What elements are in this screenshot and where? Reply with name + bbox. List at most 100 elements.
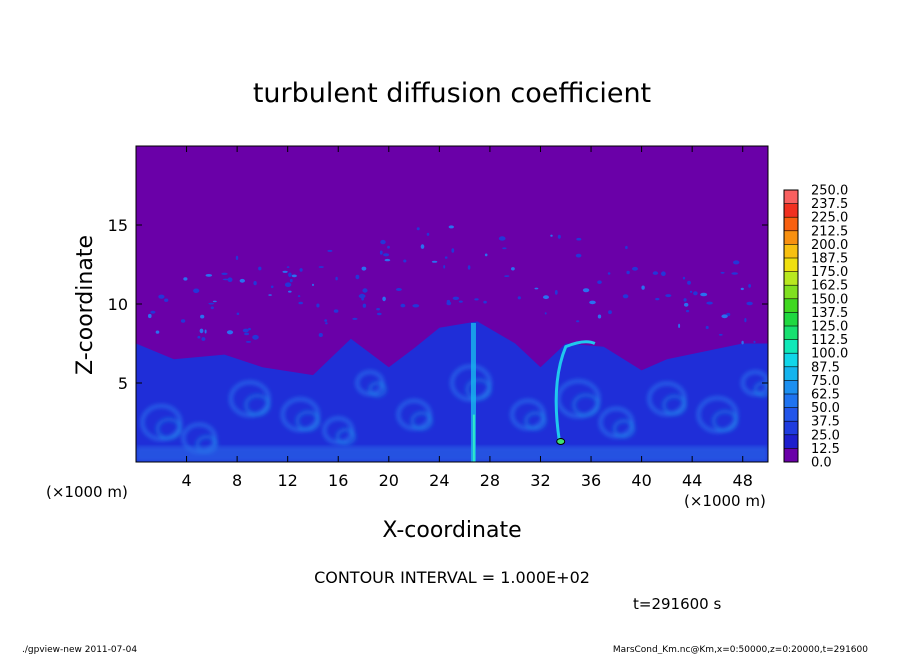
eddy: [622, 294, 629, 299]
eddy: [150, 310, 156, 314]
colorbar-label: 175.0: [811, 265, 848, 280]
colorbar-swatch: [784, 190, 798, 204]
eddy: [284, 282, 292, 288]
eddy: [383, 253, 390, 257]
swirl: [281, 397, 320, 432]
swirl-inner: [368, 382, 387, 397]
x-tick-label: 20: [379, 471, 399, 490]
eddy: [183, 277, 188, 281]
x-tick-label: 28: [480, 471, 500, 490]
eddy: [731, 272, 738, 275]
eddy: [403, 259, 407, 263]
eddy: [543, 295, 549, 300]
eddy: [498, 236, 506, 241]
eddy: [155, 330, 160, 334]
eddy: [298, 301, 304, 305]
colorbar-swatch: [784, 353, 798, 367]
eddy: [248, 327, 251, 331]
eddy: [718, 333, 723, 336]
colorbar-swatch: [784, 380, 798, 394]
eddy: [362, 303, 367, 308]
plume-region: [136, 321, 768, 462]
colorbar-swatch: [784, 434, 798, 449]
eddy: [377, 312, 382, 316]
eddy: [387, 245, 390, 249]
eddy: [327, 249, 333, 252]
eddy: [582, 288, 590, 293]
eddy: [288, 290, 292, 293]
eddy: [554, 290, 558, 295]
eddy: [376, 308, 380, 311]
eddy: [235, 255, 239, 260]
x-tick-label: 24: [429, 471, 449, 490]
eddy: [270, 285, 274, 289]
eddy: [557, 234, 561, 239]
colorbar-swatch: [784, 244, 798, 258]
eddy: [607, 272, 611, 275]
y-tick-label: 5: [118, 374, 128, 393]
eddy: [740, 287, 744, 291]
eddy: [236, 312, 240, 316]
colorbar-label: 250.0: [811, 184, 848, 199]
colorbar-swatch: [784, 298, 798, 313]
eddy: [632, 266, 638, 271]
colorbar-label: 87.5: [811, 360, 840, 375]
colorbar-label: 212.5: [811, 224, 848, 239]
eddy: [226, 330, 234, 335]
eddy: [205, 274, 213, 277]
eddy: [158, 294, 165, 299]
eddy: [286, 266, 290, 268]
eddy: [683, 298, 687, 302]
x-tick-label: 16: [328, 471, 348, 490]
updraft-column: [470, 322, 476, 462]
eddy: [517, 296, 521, 300]
eddy: [686, 309, 690, 313]
swirl: [696, 396, 738, 433]
eddy: [474, 298, 479, 301]
x-tick-label: 32: [530, 471, 550, 490]
eddy: [193, 288, 200, 294]
eddy: [511, 267, 515, 271]
eddy: [705, 325, 709, 330]
swirl-inner: [466, 378, 491, 400]
eddy: [197, 335, 201, 339]
eddy: [504, 275, 510, 277]
eddy: [446, 301, 452, 306]
y-tick-label: 10: [108, 295, 128, 314]
swirl: [229, 380, 271, 417]
eddy: [239, 278, 245, 283]
x-axis-label: X-coordinate: [382, 518, 521, 543]
eddy: [164, 298, 169, 302]
eddy: [753, 340, 756, 344]
y-axis: 5 10 15: [108, 216, 768, 393]
eddy: [210, 306, 214, 310]
eddy: [362, 288, 368, 293]
eddy: [395, 288, 402, 291]
eddy: [625, 245, 628, 250]
eddy: [312, 283, 314, 287]
eddy: [693, 291, 698, 296]
eddy: [608, 310, 612, 315]
eddy: [544, 312, 547, 315]
swirl-inner: [336, 428, 356, 445]
eddy: [534, 287, 539, 290]
eddy: [661, 271, 666, 277]
colorbar: 0.012.525.037.550.062.575.087.5100.0112.…: [783, 184, 848, 471]
colorbar-swatch: [784, 421, 798, 435]
colorbar-label: 25.0: [811, 428, 840, 443]
footer-left: ./gpview-new 2011-07-04: [22, 645, 137, 654]
eddy: [297, 295, 301, 298]
colorbar-label: 37.5: [811, 415, 840, 430]
x-tick-label: 40: [631, 471, 651, 490]
eddy: [199, 328, 204, 334]
colorbar-swatch: [784, 394, 798, 408]
eddy: [289, 278, 293, 283]
colorbar-label: 225.0: [811, 211, 848, 226]
x-tick-label: 8: [232, 471, 242, 490]
eddy: [318, 333, 323, 337]
eddy: [700, 292, 708, 297]
eddy: [652, 271, 659, 275]
colorbar-label: 125.0: [811, 320, 848, 335]
eddy: [258, 266, 262, 271]
